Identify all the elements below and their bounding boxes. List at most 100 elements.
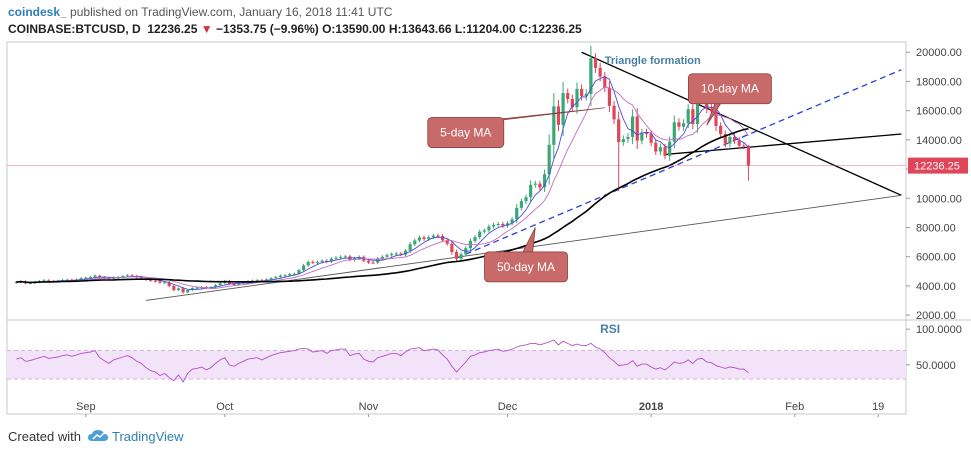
candle-body xyxy=(584,93,588,97)
candle-body xyxy=(292,273,296,275)
rsi-band-fill xyxy=(7,350,906,380)
candle-body xyxy=(301,265,306,271)
candle-body xyxy=(617,119,621,143)
candle-body xyxy=(473,237,477,241)
callout-box-1[interactable] xyxy=(427,117,505,148)
candle-body xyxy=(515,207,519,220)
candle-body xyxy=(630,116,635,137)
candle-body xyxy=(403,250,408,255)
price-tick-label: 10000.00 xyxy=(916,193,962,205)
candle-body xyxy=(399,253,403,255)
candle-body xyxy=(42,280,46,282)
callout-label-2: 10-day MA xyxy=(701,82,759,96)
candle-body xyxy=(482,230,486,232)
candle-body xyxy=(227,281,232,284)
tradingview-link[interactable]: TradingView xyxy=(111,429,184,444)
candle-body xyxy=(306,261,310,266)
trendline-2[interactable] xyxy=(664,133,902,156)
trendline-4[interactable] xyxy=(145,194,902,301)
candle-body xyxy=(686,109,690,124)
time-tick-label: Nov xyxy=(359,401,379,413)
tradingview-cloud-icon xyxy=(87,429,109,446)
candle-body xyxy=(431,235,435,238)
symbol-label[interactable]: COINBASE:BTCUSD, D xyxy=(8,22,141,36)
candle-body xyxy=(681,123,686,127)
candle-body xyxy=(385,255,389,257)
candle-body xyxy=(580,88,584,97)
candle-body xyxy=(640,132,644,141)
candle-body xyxy=(130,275,134,277)
candle-body xyxy=(450,243,454,252)
moving-average-lines xyxy=(7,76,906,291)
candle-body xyxy=(510,219,514,224)
candle-body xyxy=(519,201,523,208)
last-price-tag xyxy=(908,157,968,174)
candle-body xyxy=(635,116,639,141)
published-text: published on TradingView.com, January 16… xyxy=(70,5,393,19)
candle-body xyxy=(491,224,496,227)
candle-body xyxy=(440,235,445,241)
candle-body xyxy=(547,144,551,175)
candle-body xyxy=(167,282,171,287)
trendline-1[interactable] xyxy=(581,51,902,196)
candle-body xyxy=(719,125,723,134)
candle-body xyxy=(269,278,273,280)
candle-body xyxy=(274,277,278,279)
candle-body xyxy=(153,280,157,282)
candle-body xyxy=(176,288,181,290)
candle-body xyxy=(288,274,292,276)
rsi-tick-label: 100.0000 xyxy=(916,324,962,336)
time-tick-label: 2018 xyxy=(639,401,663,413)
candle-body xyxy=(79,278,83,280)
candle-body xyxy=(742,145,746,147)
candle-body xyxy=(121,276,125,278)
low-label: L: xyxy=(454,22,467,36)
publisher-link[interactable]: coindesk_ xyxy=(8,5,67,19)
time-tick-label: Dec xyxy=(498,401,518,413)
candle-body xyxy=(524,197,528,202)
candle-body xyxy=(47,280,51,282)
candle-body xyxy=(677,122,681,127)
candle-body xyxy=(380,256,384,259)
candle-body xyxy=(737,140,741,146)
price-change: −1353.75 (−9.96%) xyxy=(215,22,319,36)
candle-body xyxy=(566,92,570,99)
candle-body xyxy=(589,58,593,94)
candle-body xyxy=(232,283,236,285)
candle-body xyxy=(427,237,431,239)
last-price: 12236.25 xyxy=(147,22,198,36)
candle-body xyxy=(149,279,153,281)
candle-body xyxy=(88,276,93,278)
candle-body xyxy=(390,254,394,256)
candle-body xyxy=(668,141,672,156)
candle-body xyxy=(98,275,102,278)
footer: Created with TradingView xyxy=(8,429,184,446)
close-value: 12236.25 xyxy=(531,22,582,36)
time-tick-label: Oct xyxy=(216,401,233,413)
price-tick-label: 14000.00 xyxy=(916,135,962,147)
price-tick-label: 2000.00 xyxy=(916,310,956,322)
candle-body xyxy=(125,275,130,277)
candle-body xyxy=(454,251,459,259)
candle-body xyxy=(297,270,301,274)
open-value: 13590.00 xyxy=(335,22,386,36)
rsi-tick-label: 50.0000 xyxy=(916,360,956,372)
callout-box-2[interactable] xyxy=(688,73,772,105)
candle-body xyxy=(422,237,426,239)
candle-body xyxy=(394,253,398,255)
candle-body xyxy=(552,106,556,145)
candle-body xyxy=(723,134,727,144)
callout-box-3[interactable] xyxy=(484,251,568,283)
trendlines[interactable] xyxy=(145,51,902,301)
callout-notes[interactable]: Triangle formation 5-day MA 10-day MA 50-da… xyxy=(427,55,772,283)
candle-body xyxy=(139,277,143,279)
candle-body xyxy=(612,105,616,120)
candle-body xyxy=(172,286,176,290)
trendline-3[interactable] xyxy=(456,69,902,259)
last-price-tag-label: 12236.25 xyxy=(914,161,960,173)
time-tick-label: Sep xyxy=(76,401,96,413)
candle-body xyxy=(181,288,185,293)
rsi-label: RSI xyxy=(600,322,620,336)
candle-body xyxy=(501,223,505,226)
